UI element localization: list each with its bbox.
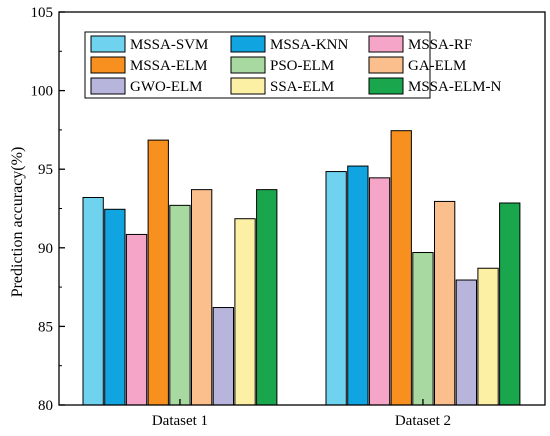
legend-label-gwo-elm: GWO-ELM <box>130 79 202 95</box>
bar-mssa-knn-dataset-1 <box>104 208 126 406</box>
y-tick-label-95: 95 <box>38 162 53 178</box>
legend-label-ssa-elm: SSA-ELM <box>270 79 334 95</box>
bar-mssa-rf-dataset-2 <box>368 177 391 406</box>
legend-swatch-pso-elm <box>230 56 266 74</box>
y-tick-label-100: 100 <box>31 84 54 100</box>
bar-pso-elm-dataset-1 <box>169 204 191 406</box>
legend-swatch-mssa-svm <box>90 35 126 53</box>
bar-gwo-elm-dataset-1 <box>212 307 234 406</box>
legend-label-mssa-elm-n: MSSA-ELM-N <box>408 79 502 95</box>
bar-mssa-elm-n-dataset-2 <box>499 202 521 406</box>
y-tick-label-85: 85 <box>38 319 53 335</box>
legend-label-mssa-knn: MSSA-KNN <box>270 37 349 53</box>
bar-ga-elm-dataset-1 <box>191 189 213 406</box>
x-tick-label-dataset-1: Dataset 1 <box>152 413 208 429</box>
legend-swatch-mssa-rf <box>368 35 404 53</box>
legend-label-ga-elm: GA-ELM <box>408 58 466 74</box>
bar-mssa-knn-dataset-2 <box>347 165 369 406</box>
y-tick-label-105: 105 <box>31 5 54 21</box>
bar-mssa-elm-n-dataset-1 <box>256 189 278 406</box>
legend-label-mssa-rf: MSSA-RF <box>408 37 472 53</box>
legend-swatch-mssa-knn <box>230 35 266 53</box>
legend-swatch-gwo-elm <box>90 77 126 95</box>
y-axis-title: Prediction accuracy(%) <box>9 147 26 298</box>
y-tick-label-80: 80 <box>38 398 53 414</box>
bar-mssa-elm-dataset-1 <box>147 139 169 406</box>
x-tick-label-dataset-2: Dataset 2 <box>395 413 451 429</box>
y-tick-label-90: 90 <box>38 241 53 257</box>
legend-swatch-ssa-elm <box>230 77 266 95</box>
bar-mssa-rf-dataset-1 <box>125 233 148 406</box>
legend: MSSA-SVM MSSA-KNN MSSA-RF MSSA-ELM PSO-ELM GA… <box>84 31 502 99</box>
legend-swatch-ga-elm <box>368 56 404 74</box>
bar-gwo-elm-dataset-2 <box>455 279 478 406</box>
bar-ssa-elm-dataset-2 <box>477 267 499 406</box>
legend-label-pso-elm: PSO-ELM <box>270 58 334 74</box>
legend-swatch-mssa-elm-n <box>368 77 404 95</box>
legend-label-mssa-svm: MSSA-SVM <box>130 37 208 53</box>
bar-pso-elm-dataset-2 <box>412 252 434 406</box>
bar-mssa-elm-dataset-2 <box>390 130 412 406</box>
legend-label-mssa-elm: MSSA-ELM <box>130 58 208 74</box>
bars-layer <box>82 130 521 406</box>
bar-mssa-svm-dataset-2 <box>325 171 347 406</box>
bar-ga-elm-dataset-2 <box>434 200 456 406</box>
bar-mssa-svm-dataset-1 <box>82 196 104 406</box>
legend-swatch-mssa-elm <box>90 56 126 74</box>
bar-ssa-elm-dataset-1 <box>234 218 256 406</box>
axes-layer: 80 85 90 95 100 105 Dataset 1 Dataset 2 <box>31 5 546 429</box>
